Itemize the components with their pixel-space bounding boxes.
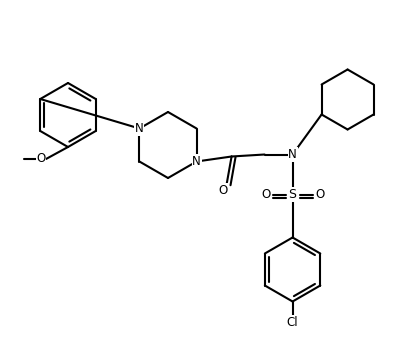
Text: O: O bbox=[36, 152, 46, 166]
Text: N: N bbox=[192, 155, 201, 168]
Text: Cl: Cl bbox=[287, 316, 298, 329]
Text: O: O bbox=[218, 184, 227, 197]
Text: N: N bbox=[288, 148, 297, 161]
Text: O: O bbox=[315, 188, 324, 201]
Text: S: S bbox=[289, 188, 297, 201]
Text: N: N bbox=[135, 122, 144, 135]
Text: O: O bbox=[261, 188, 270, 201]
